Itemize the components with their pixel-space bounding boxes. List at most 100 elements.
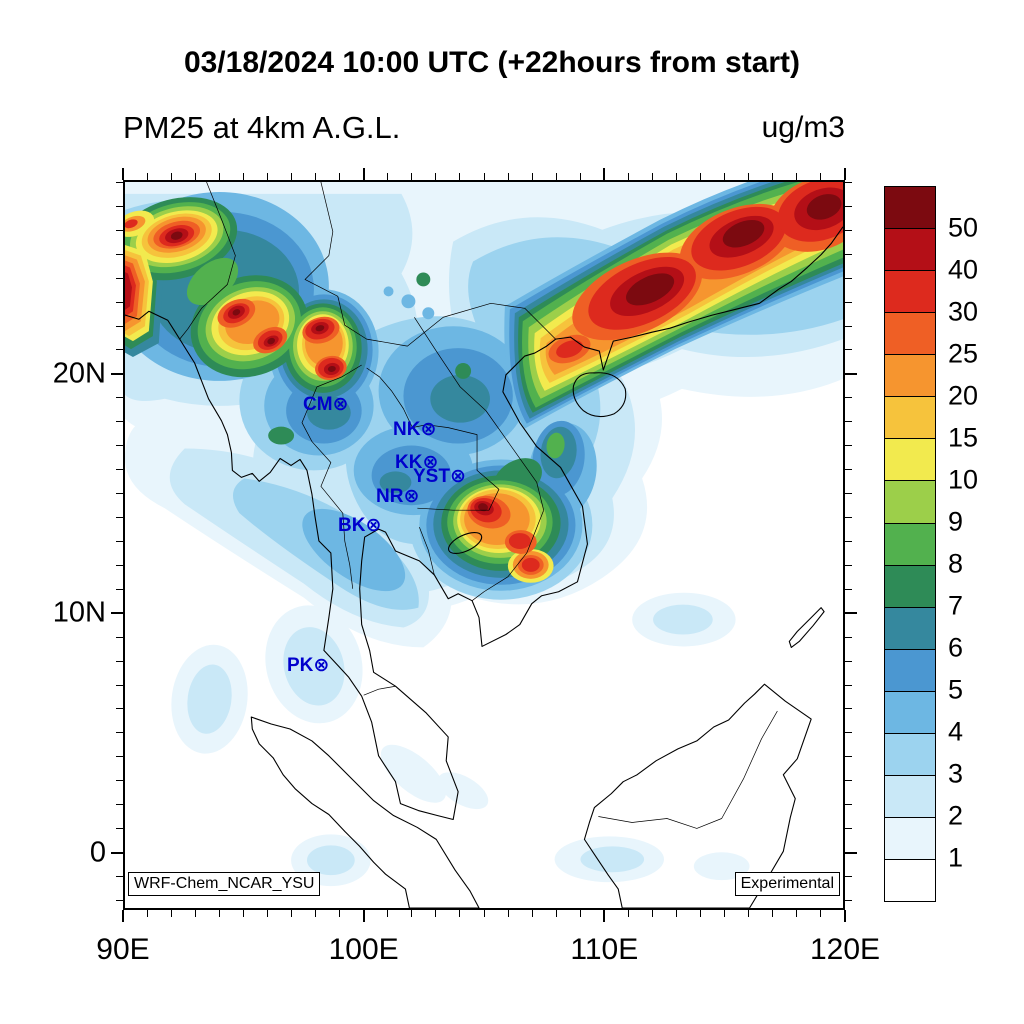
tick-mark (820, 910, 822, 917)
tick-mark (116, 397, 123, 399)
colorbar-cell (885, 438, 935, 481)
tick-mark (116, 684, 123, 686)
colorbar-cell (885, 228, 935, 271)
colorbar-cell (885, 480, 935, 523)
colorbar-label: 5 (948, 674, 964, 705)
tick-mark (676, 910, 678, 917)
tick-mark (507, 173, 509, 180)
tick-mark (627, 173, 629, 180)
tick-mark (483, 173, 485, 180)
tick-mark (603, 910, 606, 922)
tick-mark (146, 173, 148, 180)
colorbar-label: 7 (948, 590, 964, 621)
tick-mark (651, 910, 653, 917)
coastline-borneo (583, 683, 812, 908)
tick-mark (579, 173, 581, 180)
tick-mark (315, 910, 317, 917)
coastline-mainland (125, 226, 843, 821)
tick-mark (116, 660, 123, 662)
tick-mark (676, 173, 678, 180)
tick-mark (845, 899, 852, 901)
units-label: ug/m3 (761, 111, 845, 144)
colorbar-label: 6 (948, 632, 964, 663)
tick-mark (218, 910, 220, 917)
tick-mark (820, 173, 822, 180)
station-label-pk: PK⊗ (287, 655, 330, 676)
colorbar-label: 1 (948, 842, 964, 873)
tick-mark (700, 910, 702, 917)
tick-mark (724, 910, 726, 917)
country-borders (179, 182, 778, 829)
tick-mark (122, 168, 124, 180)
tick-mark (845, 421, 852, 423)
tick-mark (266, 910, 268, 917)
colorbar-label: 3 (948, 758, 964, 789)
y-axis-label: 0 (89, 836, 106, 869)
tick-mark (555, 910, 557, 917)
tick-mark (116, 636, 123, 638)
tick-mark (845, 828, 852, 830)
y-axis-label: 20N (52, 357, 106, 390)
tick-mark (845, 875, 852, 877)
tick-mark (116, 325, 123, 327)
tick-mark (116, 445, 123, 447)
model-watermark: WRF-Chem_NCAR_YSU (128, 872, 321, 896)
tick-mark (116, 181, 123, 183)
colorbar-cell (885, 187, 935, 229)
variable-title: PM25 at 4km A.G.L. (123, 110, 401, 145)
station-label-yst: YST⊗ (413, 466, 466, 487)
tick-mark (796, 173, 798, 180)
colorbar-cell (885, 522, 935, 565)
tick-mark (290, 910, 292, 917)
y-axis-label: 10N (52, 596, 106, 629)
tick-mark (845, 397, 852, 399)
tick-mark (845, 540, 852, 542)
station-label-cm: CM⊗ (303, 394, 349, 415)
map-svg (125, 182, 843, 908)
tick-mark (194, 910, 196, 917)
tick-mark (603, 168, 606, 180)
tick-mark (116, 780, 123, 782)
colorbar-label: 8 (948, 548, 964, 579)
colorbar-label: 9 (948, 506, 964, 537)
tick-mark (116, 229, 123, 231)
colorbar-label: 30 (948, 296, 979, 327)
tick-mark (116, 899, 123, 901)
tick-mark (579, 910, 581, 917)
tick-mark (845, 636, 852, 638)
colorbar-label: 50 (948, 212, 979, 243)
tick-mark (111, 372, 123, 375)
colorbar-label: 40 (948, 254, 979, 285)
colorbar-cell (885, 354, 935, 397)
tick-mark (459, 910, 461, 917)
colorbar-cell (885, 312, 935, 355)
tick-mark (362, 910, 365, 922)
tick-mark (772, 910, 774, 917)
colorbar-label: 4 (948, 716, 964, 747)
tick-mark (116, 493, 123, 495)
tick-mark (116, 875, 123, 877)
tick-mark (845, 349, 852, 351)
tick-mark (116, 205, 123, 207)
tick-mark (116, 540, 123, 542)
colorbar-label: 10 (948, 464, 979, 495)
tick-mark (845, 851, 857, 854)
colorbar-label: 20 (948, 380, 979, 411)
x-axis-label: 90E (96, 933, 150, 966)
tick-mark (845, 756, 852, 758)
tick-mark (845, 612, 857, 615)
tick-mark (845, 181, 852, 183)
tick-mark (242, 910, 244, 917)
x-axis-label: 100E (328, 933, 399, 966)
colorbar-cell (885, 270, 935, 313)
experimental-watermark: Experimental (734, 872, 840, 896)
tick-mark (362, 168, 365, 180)
coastline-sumatra (250, 716, 480, 908)
tick-mark (266, 173, 268, 180)
tick-mark (170, 173, 172, 180)
colorbar-cell (885, 648, 935, 691)
tick-mark (459, 173, 461, 180)
map-frame: CM⊗ NK⊗ KK⊗ YST⊗ NR⊗ BK⊗ PK⊗ WRF-Chem_NCAR_YSU… (123, 180, 845, 910)
colorbar-cell (885, 564, 935, 607)
